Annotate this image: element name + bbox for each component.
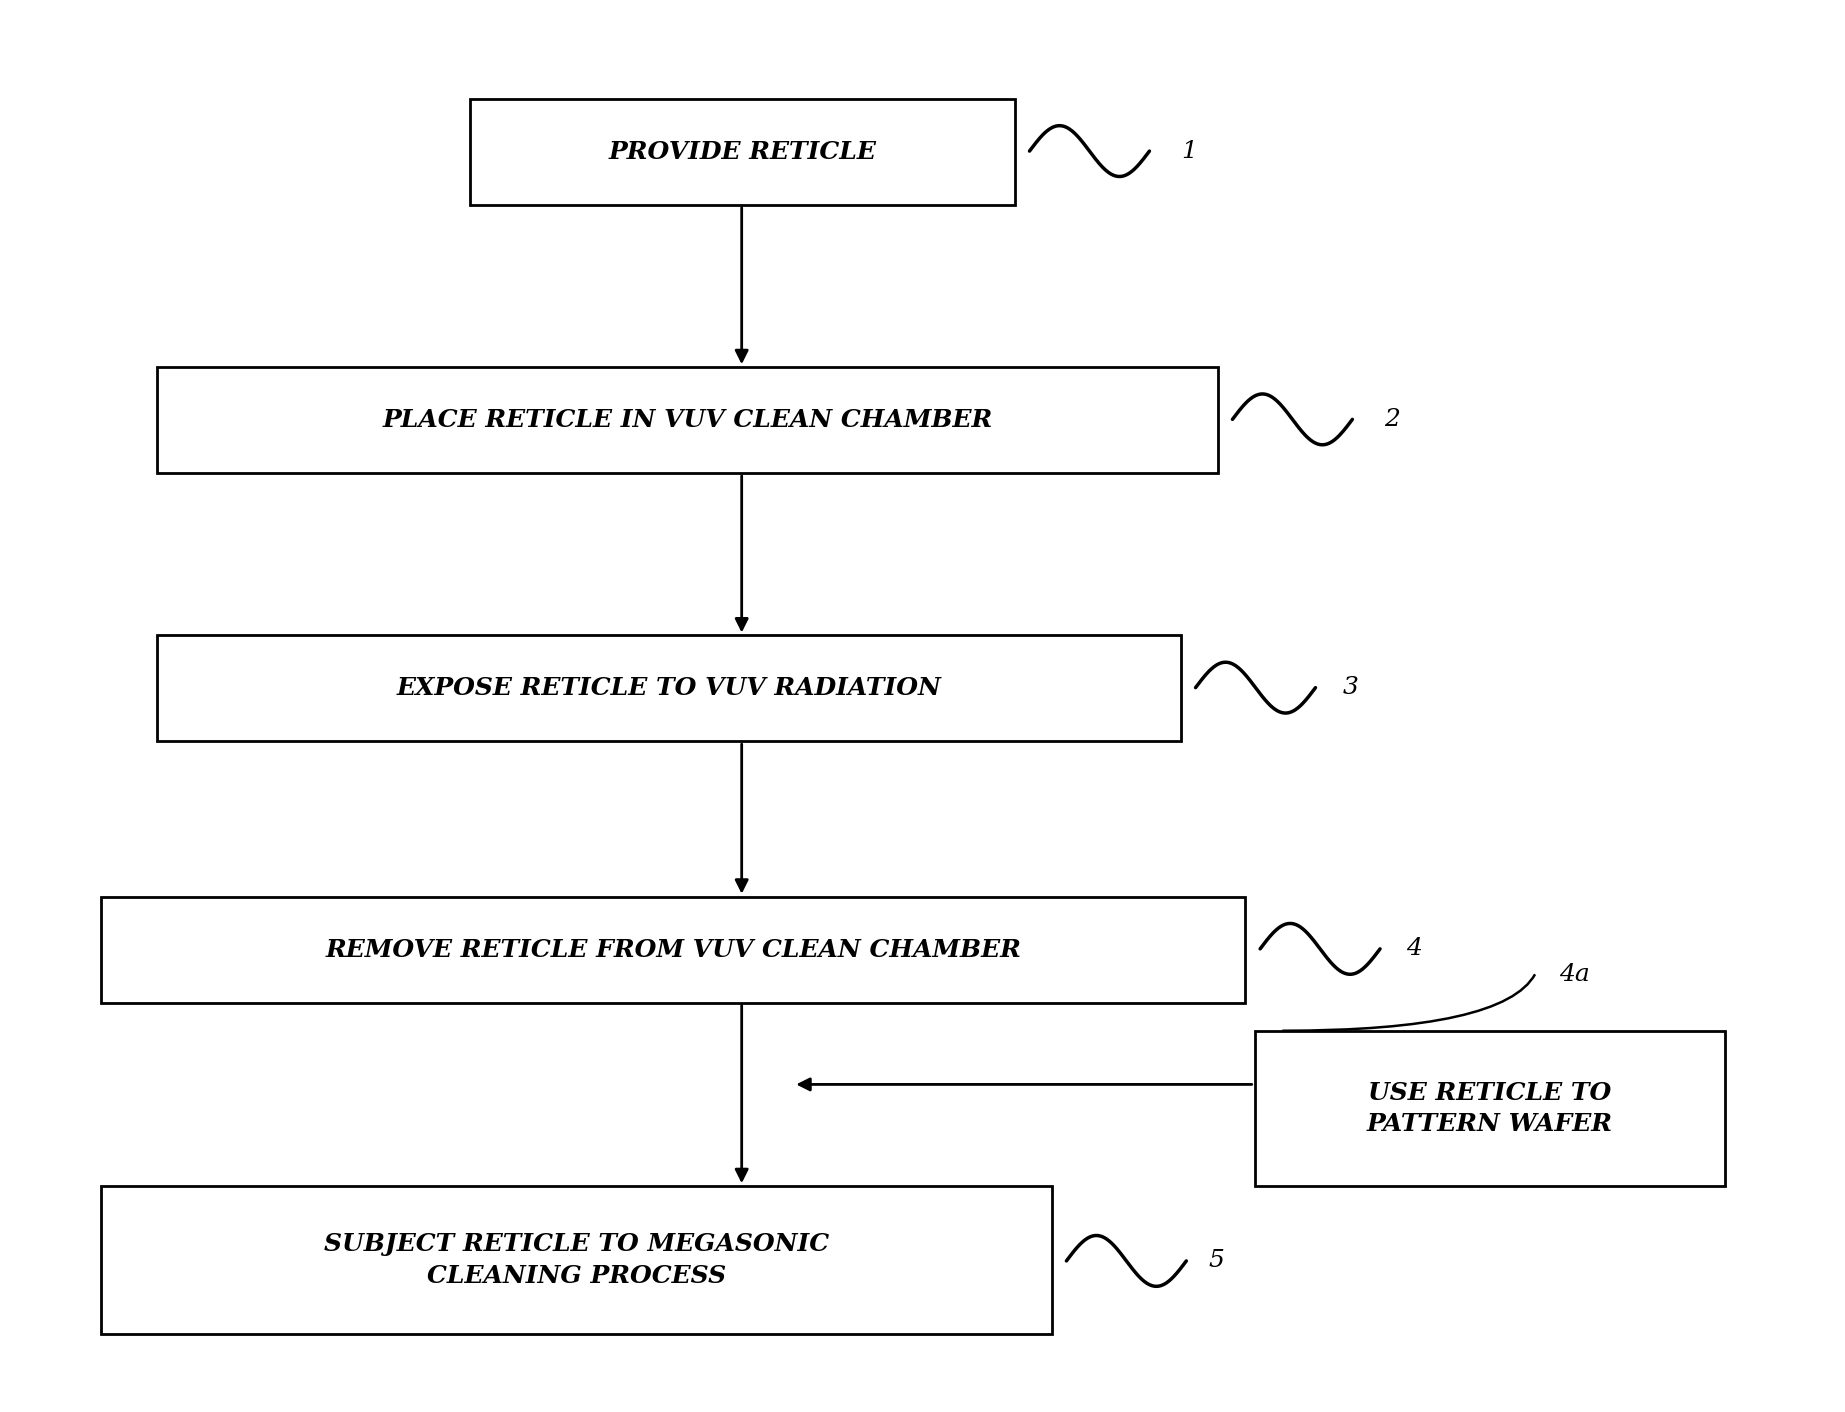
Text: USE RETICLE TO
PATTERN WAFER: USE RETICLE TO PATTERN WAFER — [1367, 1080, 1613, 1137]
FancyBboxPatch shape — [470, 99, 1015, 205]
Text: 4: 4 — [1406, 938, 1422, 960]
FancyBboxPatch shape — [101, 897, 1245, 1003]
Text: PLACE RETICLE IN VUV CLEAN CHAMBER: PLACE RETICLE IN VUV CLEAN CHAMBER — [382, 408, 993, 432]
Text: 2: 2 — [1384, 408, 1400, 431]
Text: SUBJECT RETICLE TO MEGASONIC
CLEANING PROCESS: SUBJECT RETICLE TO MEGASONIC CLEANING PR… — [325, 1233, 828, 1288]
Text: 5: 5 — [1208, 1250, 1225, 1272]
Text: 4a: 4a — [1559, 963, 1590, 986]
FancyBboxPatch shape — [101, 1186, 1052, 1334]
FancyBboxPatch shape — [157, 367, 1218, 473]
Text: 3: 3 — [1343, 676, 1360, 699]
Text: REMOVE RETICLE FROM VUV CLEAN CHAMBER: REMOVE RETICLE FROM VUV CLEAN CHAMBER — [325, 938, 1022, 962]
Text: EXPOSE RETICLE TO VUV RADIATION: EXPOSE RETICLE TO VUV RADIATION — [397, 676, 941, 700]
FancyBboxPatch shape — [157, 635, 1181, 741]
FancyBboxPatch shape — [1255, 1031, 1725, 1186]
Text: PROVIDE RETICLE: PROVIDE RETICLE — [609, 140, 876, 164]
Text: 1: 1 — [1181, 140, 1197, 162]
